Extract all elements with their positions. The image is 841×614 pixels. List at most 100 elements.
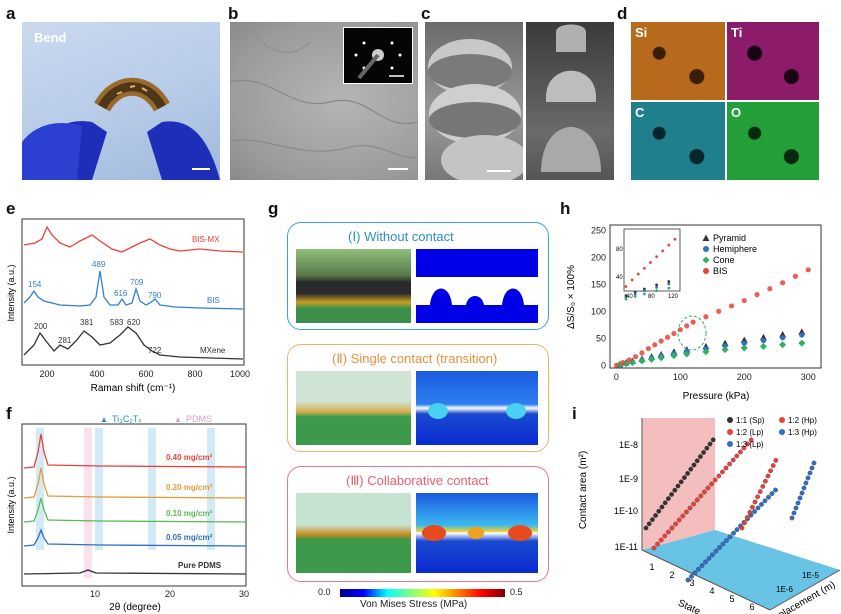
sensitivity-inset-points: [624, 237, 677, 301]
state-tick: 5: [729, 594, 734, 604]
point-cone: [740, 344, 748, 352]
sim-hotspots-single-contact: [428, 403, 526, 419]
sensitivity-xtick: 100: [673, 372, 688, 382]
xrd-legend-pdms: PDMS: [186, 414, 212, 424]
displacement-ticks: 1E-6 1E-5: [776, 571, 819, 594]
point-lp12: [676, 517, 682, 523]
raman-xtick: 800: [187, 369, 202, 379]
point-cone: [759, 342, 767, 350]
point-lp13: [752, 509, 757, 514]
sem-image-hemispheres: [425, 22, 523, 180]
point-lp13: [731, 530, 736, 536]
point-bis: [684, 323, 690, 329]
inset-point: [655, 285, 658, 289]
raman-xtick: 1000: [230, 369, 250, 379]
point-hp13: [803, 480, 809, 486]
point-hemiphere: [780, 335, 786, 341]
xrd-xtick: 20: [165, 589, 175, 599]
inset-point: [636, 272, 640, 276]
sensitivity-ytick: 150: [591, 279, 606, 289]
point-lp12: [673, 521, 678, 527]
scale-bar: [487, 170, 511, 172]
xrd-curve-005: [23, 528, 247, 547]
colorbar-max: 0.5: [510, 587, 523, 597]
eds-map-o: O: [727, 102, 819, 180]
inset-point: [655, 283, 658, 287]
colorbar-label: Von Mises Stress (MPa): [360, 599, 468, 610]
xrd-highlight: [207, 428, 215, 550]
bend-label: Bend: [34, 30, 67, 45]
point-bis: [716, 308, 722, 314]
point-lp13: [689, 574, 694, 579]
point-bis: [677, 327, 683, 333]
point-sp: [650, 517, 655, 522]
sensitivity-ytick: 50: [596, 333, 606, 343]
sensitivity-xlabel: Pressure (kPa): [683, 391, 750, 402]
sim-collaborative-contact: [416, 493, 538, 573]
point-bis: [620, 360, 626, 366]
point-hp12: [752, 499, 758, 505]
legend-label: Cone: [713, 255, 735, 265]
point-lp12: [727, 461, 732, 467]
point-lp13: [713, 548, 719, 554]
contact-area-series: [643, 437, 817, 583]
inset-point: [624, 297, 628, 301]
point-bis: [690, 319, 696, 325]
point-hp12: [768, 468, 773, 474]
point-lp12: [666, 529, 671, 535]
sensitivity-inset: [623, 228, 681, 292]
box-title-collaborative-contact: (Ⅲ) Collaborative contact: [346, 473, 489, 488]
raman-peak-label: 281: [58, 336, 72, 345]
raman-xtick: 600: [138, 369, 153, 379]
raman-xtick: 200: [39, 369, 54, 379]
eds-label-c: C: [635, 105, 645, 120]
legend-marker: [779, 417, 785, 423]
point-sp: [685, 471, 690, 476]
point-lp13: [710, 552, 715, 558]
point-sp: [643, 525, 649, 531]
xrd-highlight-pdms: [84, 428, 92, 578]
xrd-ylabel: Intensity (a.u.): [6, 476, 16, 533]
eds-map-c: C: [631, 102, 725, 180]
point-hemiphere: [722, 343, 728, 349]
point-lp13: [734, 527, 740, 532]
sem-image-cones: [526, 22, 614, 180]
point-bis: [645, 345, 651, 352]
sensitivity-ytick: 100: [591, 306, 606, 316]
contact-area-chart: 1E-11 1E-10 1E-9 1E-8 1 2 3 4 5 6 1E-6 1…: [578, 416, 841, 614]
point-lp12: [745, 441, 750, 447]
raman-peak-label: 709: [130, 278, 144, 287]
legend-label: 1:1 (Sp): [736, 416, 765, 425]
point-lp12: [655, 541, 660, 547]
panel-label-g: g: [268, 199, 279, 218]
panel-label-d: d: [617, 4, 628, 23]
sensitivity-ylabel: ΔS/S₀ × 100%: [566, 265, 577, 329]
point-lp12: [702, 489, 707, 495]
box-collaborative-contact: (Ⅲ) Collaborative contact: [287, 466, 549, 582]
xrd-xtick: 10: [90, 589, 100, 599]
point-lp13: [703, 559, 708, 565]
inset-point: [633, 292, 637, 296]
xrd-series-label-020: 0.20 mg/cm²: [166, 483, 213, 492]
point-lp12: [716, 473, 722, 479]
state-tick: 1: [649, 562, 654, 572]
point-bis: [671, 330, 677, 337]
point-lp12: [698, 493, 704, 499]
point-hp12: [755, 494, 760, 500]
legend-marker: [702, 256, 710, 264]
point-sp: [710, 437, 716, 443]
point-lp12: [694, 497, 700, 503]
inset-point: [667, 280, 671, 283]
sensitivity-ytick: 0: [601, 360, 606, 370]
sensitivity-series: [613, 267, 811, 369]
xrd-highlight: [95, 428, 103, 550]
eds-label-ti: Ti: [731, 25, 743, 40]
raman-peak-label: 616: [114, 289, 128, 298]
point-lp13: [696, 566, 701, 572]
inset-point: [655, 289, 658, 293]
inset-point: [673, 237, 677, 241]
sim-without-contact: [416, 249, 538, 323]
point-sp: [704, 445, 710, 451]
sensitivity-ytick: 250: [591, 225, 606, 235]
point-hp12: [763, 478, 768, 484]
